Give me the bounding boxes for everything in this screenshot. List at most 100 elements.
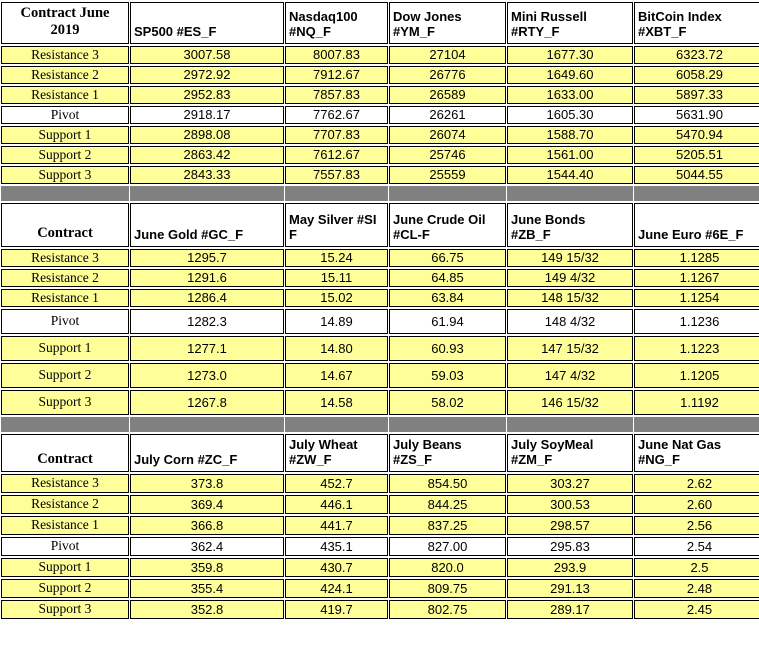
- column-header-nasdaq: Nasdaq100 #NQ_F: [285, 2, 388, 44]
- row-label: Pivot: [1, 308, 129, 334]
- value-cell: 5044.55: [634, 165, 759, 184]
- table-row-resistance3: Resistance 3 1295.7 15.24 66.75 149 15/3…: [1, 248, 759, 267]
- table-row-pivot: Pivot 1282.3 14.89 61.94 148 4/32 1.1236: [1, 308, 759, 334]
- value-cell: 2898.08: [130, 125, 284, 144]
- value-cell: 2.56: [634, 515, 759, 535]
- header-row: Contract June Gold #GC_F May Silver #SI …: [1, 202, 759, 247]
- row-label: Resistance 2: [1, 268, 129, 287]
- table-row-support2: Support 2 355.4 424.1 809.75 291.13 2.48: [1, 578, 759, 598]
- value-cell: 355.4: [130, 578, 284, 598]
- value-cell: 7912.67: [285, 65, 388, 84]
- row-label: Resistance 1: [1, 288, 129, 307]
- value-cell: 5897.33: [634, 85, 759, 104]
- value-cell: 7857.83: [285, 85, 388, 104]
- value-cell: 1277.1: [130, 335, 284, 361]
- value-cell: 2.62: [634, 473, 759, 493]
- pivot-points-sheet: Contract June 2019 SP500 #ES_F Nasdaq100…: [0, 0, 759, 621]
- separator-band-1: [1, 185, 759, 201]
- value-cell: 146 15/32: [507, 389, 633, 415]
- table-row-resistance3: Resistance 3 373.8 452.7 854.50 303.27 2…: [1, 473, 759, 493]
- value-cell: 1.1236: [634, 308, 759, 334]
- value-cell: 61.94: [389, 308, 506, 334]
- column-header-russell: Mini Russell #RTY_F: [507, 2, 633, 44]
- value-cell: 7557.83: [285, 165, 388, 184]
- row-label: Support 2: [1, 578, 129, 598]
- value-cell: 430.7: [285, 557, 388, 577]
- table-row-support1: Support 1 359.8 430.7 820.0 293.9 2.5: [1, 557, 759, 577]
- column-header-beans: July Beans #ZS_F: [389, 433, 506, 472]
- value-cell: 1.1192: [634, 389, 759, 415]
- value-cell: 1295.7: [130, 248, 284, 267]
- value-cell: 15.02: [285, 288, 388, 307]
- separator-cell: [507, 416, 633, 432]
- separator-cell: [634, 416, 759, 432]
- value-cell: 59.03: [389, 362, 506, 388]
- row-label: Pivot: [1, 536, 129, 556]
- value-cell: 26776: [389, 65, 506, 84]
- value-cell: 1633.00: [507, 85, 633, 104]
- table-row-support3: Support 3 2843.33 7557.83 25559 1544.40 …: [1, 165, 759, 184]
- value-cell: 6323.72: [634, 45, 759, 64]
- value-cell: 2.48: [634, 578, 759, 598]
- row-label: Support 3: [1, 599, 129, 619]
- separator-cell: [1, 185, 129, 201]
- value-cell: 809.75: [389, 578, 506, 598]
- value-cell: 1588.70: [507, 125, 633, 144]
- value-cell: 14.58: [285, 389, 388, 415]
- column-header-contract: Contract: [1, 202, 129, 247]
- value-cell: 362.4: [130, 536, 284, 556]
- value-cell: 5631.90: [634, 105, 759, 124]
- separator-row: [1, 416, 759, 432]
- separator-band-2: [1, 416, 759, 432]
- section-stock-indices: Contract June 2019 SP500 #ES_F Nasdaq100…: [1, 2, 759, 184]
- value-cell: 26261: [389, 105, 506, 124]
- value-cell: 58.02: [389, 389, 506, 415]
- value-cell: 25559: [389, 165, 506, 184]
- value-cell: 7762.67: [285, 105, 388, 124]
- value-cell: 300.53: [507, 494, 633, 514]
- pivot-points-table: Contract June 2019 SP500 #ES_F Nasdaq100…: [0, 0, 759, 621]
- table-row-resistance1: Resistance 1 366.8 441.7 837.25 298.57 2…: [1, 515, 759, 535]
- value-cell: 366.8: [130, 515, 284, 535]
- header-row: Contract June 2019 SP500 #ES_F Nasdaq100…: [1, 2, 759, 44]
- column-header-corn: July Corn #ZC_F: [130, 433, 284, 472]
- column-header-dowjones: Dow Jones #YM_F: [389, 2, 506, 44]
- column-header-bitcoin: BitCoin Index #XBT_F: [634, 2, 759, 44]
- separator-cell: [1, 416, 129, 432]
- value-cell: 3007.58: [130, 45, 284, 64]
- value-cell: 291.13: [507, 578, 633, 598]
- value-cell: 854.50: [389, 473, 506, 493]
- column-header-natgas: June Nat Gas #NG_F: [634, 433, 759, 472]
- separator-row: [1, 185, 759, 201]
- row-label: Resistance 3: [1, 45, 129, 64]
- row-label: Support 2: [1, 362, 129, 388]
- value-cell: 1286.4: [130, 288, 284, 307]
- value-cell: 27104: [389, 45, 506, 64]
- separator-cell: [285, 185, 388, 201]
- value-cell: 298.57: [507, 515, 633, 535]
- value-cell: 2952.83: [130, 85, 284, 104]
- table-row-resistance2: Resistance 2 2972.92 7912.67 26776 1649.…: [1, 65, 759, 84]
- separator-cell: [634, 185, 759, 201]
- value-cell: 60.93: [389, 335, 506, 361]
- value-cell: 147 15/32: [507, 335, 633, 361]
- value-cell: 15.11: [285, 268, 388, 287]
- value-cell: 802.75: [389, 599, 506, 619]
- value-cell: 837.25: [389, 515, 506, 535]
- value-cell: 373.8: [130, 473, 284, 493]
- value-cell: 2843.33: [130, 165, 284, 184]
- value-cell: 2.45: [634, 599, 759, 619]
- value-cell: 1544.40: [507, 165, 633, 184]
- separator-cell: [285, 416, 388, 432]
- value-cell: 147 4/32: [507, 362, 633, 388]
- value-cell: 1605.30: [507, 105, 633, 124]
- value-cell: 2.54: [634, 536, 759, 556]
- table-row-support1: Support 1 1277.1 14.80 60.93 147 15/32 1…: [1, 335, 759, 361]
- section-metals-energy-bonds: Contract June Gold #GC_F May Silver #SI …: [1, 202, 759, 415]
- value-cell: 359.8: [130, 557, 284, 577]
- value-cell: 1.1267: [634, 268, 759, 287]
- value-cell: 2.60: [634, 494, 759, 514]
- row-label: Resistance 2: [1, 494, 129, 514]
- value-cell: 424.1: [285, 578, 388, 598]
- value-cell: 352.8: [130, 599, 284, 619]
